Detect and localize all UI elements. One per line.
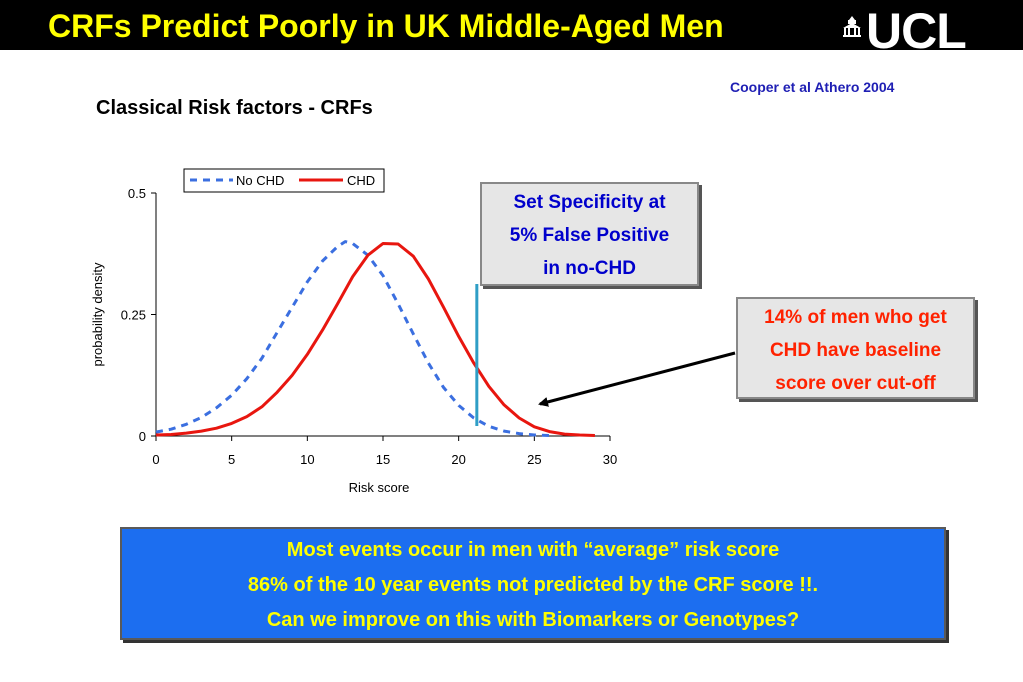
ucl-logo: UCL — [842, 3, 967, 59]
x-tick-label: 15 — [376, 452, 390, 467]
x-tick-label: 5 — [228, 452, 235, 467]
conclusion-box: Most events occur in men with “average” … — [120, 527, 946, 640]
chd-series-line — [155, 242, 595, 437]
specificity-callout-line: Set Specificity at — [513, 192, 666, 213]
specificity-callout-line: 5% False Positive — [509, 225, 670, 246]
cutoff-callout: 14% of men who get CHD have baseline sco… — [736, 297, 975, 399]
legend-chd-label: CHD — [347, 173, 375, 188]
no-chd-series-line — [155, 240, 550, 437]
portico-icon — [843, 16, 861, 37]
conclusion-line: Can we improve on this with Biomarkers o… — [266, 609, 800, 631]
x-tick-label: 0 — [152, 452, 159, 467]
y-axis-label: probability density — [90, 262, 105, 367]
x-tick-label: 20 — [451, 452, 465, 467]
conclusion-line: 86% of the 10 year events not predicted … — [247, 574, 819, 596]
x-axis-label: Risk score — [349, 480, 410, 495]
specificity-callout: Set Specificity at 5% False Positive in … — [480, 182, 699, 286]
conclusion-line: Most events occur in men with “average” … — [286, 539, 780, 561]
x-tick-label: 10 — [300, 452, 314, 467]
cutoff-callout-line: score over cut-off — [775, 373, 936, 394]
citation: Cooper et al Athero 2004 — [730, 79, 895, 95]
cutoff-callout-line: 14% of men who get — [764, 307, 947, 328]
specificity-callout-line: in no-CHD — [543, 258, 636, 279]
chart-subtitle: Classical Risk factors - CRFs — [96, 97, 373, 119]
legend-box — [183, 168, 385, 193]
y-tick-label: 0.25 — [121, 308, 146, 323]
ucl-logo-text: UCL — [866, 3, 967, 59]
x-tick-label: 25 — [527, 452, 541, 467]
legend-no-chd-label: No CHD — [236, 173, 284, 188]
slide-title: CRFs Predict Poorly in UK Middle-Aged Me… — [48, 8, 724, 44]
x-tick-label: 30 — [603, 452, 617, 467]
pointer-arrow — [538, 351, 736, 407]
y-tick-label: 0.5 — [128, 186, 146, 201]
cutoff-callout-line: CHD have baseline — [769, 340, 942, 361]
y-tick-label: 0 — [139, 429, 146, 444]
